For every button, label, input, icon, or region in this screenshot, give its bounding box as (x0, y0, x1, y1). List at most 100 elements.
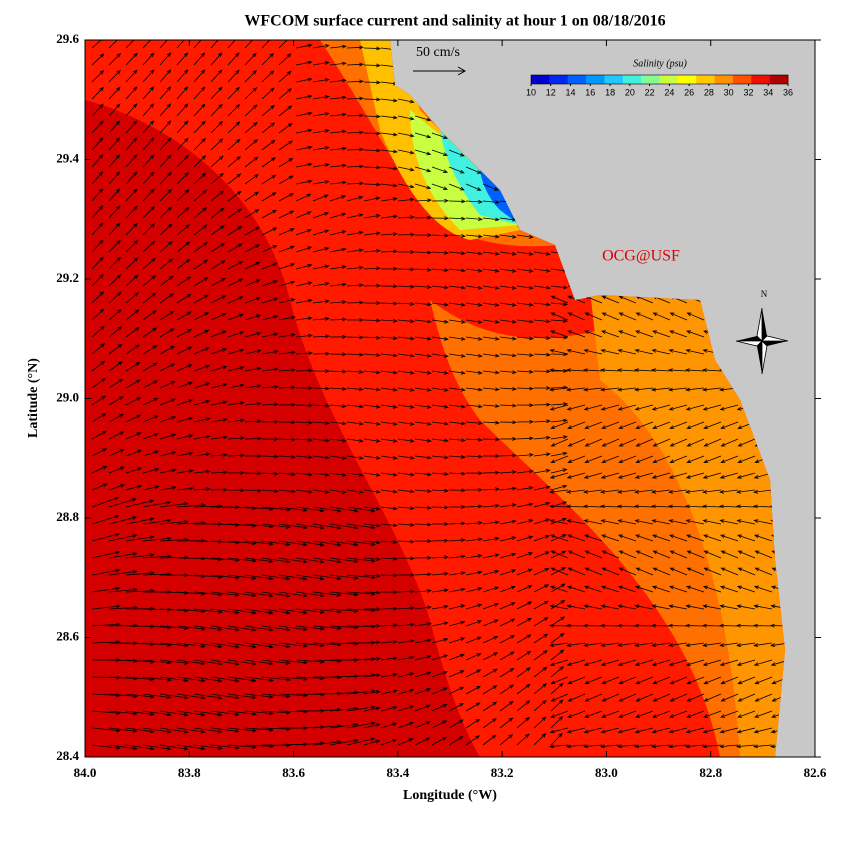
current-arrow (431, 250, 449, 255)
current-arrow (465, 487, 484, 492)
current-arrow (753, 519, 773, 525)
current-arrow (380, 455, 398, 460)
current-arrow (737, 693, 756, 702)
current-arrow (465, 587, 483, 593)
current-arrow (448, 521, 467, 526)
current-arrow (685, 489, 705, 494)
current-arrow (193, 277, 209, 287)
y-axis-label: Latitude (°N) (26, 358, 41, 438)
current-arrow (312, 78, 330, 83)
current-arrow (448, 504, 467, 509)
current-arrow (635, 567, 654, 576)
current-arrow (278, 228, 295, 236)
current-arrow (312, 403, 330, 408)
current-arrow (244, 121, 258, 134)
current-arrow (363, 97, 382, 102)
current-arrow (567, 312, 586, 321)
current-arrow (312, 625, 342, 631)
current-arrow (397, 556, 416, 561)
current-arrow (329, 591, 359, 597)
current-arrow (380, 266, 399, 271)
current-arrow (312, 282, 330, 287)
current-arrow (227, 470, 246, 475)
current-arrow (125, 257, 139, 270)
current-arrow (465, 653, 482, 661)
current-arrow (176, 727, 206, 734)
current-arrow (550, 699, 564, 712)
current-arrow (737, 710, 756, 718)
current-arrow (91, 205, 104, 219)
current-arrow (431, 421, 449, 426)
current-arrow (278, 263, 296, 270)
current-arrow (227, 506, 257, 511)
current-arrow (176, 276, 192, 287)
current-arrow (565, 504, 586, 509)
current-arrow (414, 737, 431, 746)
current-arrow (634, 404, 654, 411)
current-arrow (397, 688, 415, 695)
current-arrow (176, 172, 190, 185)
current-arrow (482, 520, 500, 525)
current-arrow (414, 555, 433, 560)
current-arrow (703, 455, 722, 463)
current-arrow (652, 455, 671, 463)
current-arrow (193, 434, 211, 440)
current-arrow (686, 676, 705, 685)
current-arrow (261, 591, 291, 598)
x-axis-label: Longitude (°W) (403, 788, 497, 803)
current-arrow (482, 251, 500, 256)
current-arrow (516, 436, 535, 441)
current-arrow (227, 331, 245, 338)
current-arrow (669, 438, 688, 447)
current-arrow (363, 387, 381, 392)
colorbar-swatch (586, 75, 605, 84)
x-tick-label: 83.0 (595, 765, 618, 780)
current-arrow (108, 449, 125, 457)
current-arrow (583, 387, 603, 392)
current-arrow (482, 302, 500, 307)
current-arrow (125, 154, 138, 168)
current-arrow (703, 438, 722, 447)
current-arrow (516, 585, 533, 593)
current-arrow (465, 702, 481, 712)
current-arrow (533, 336, 551, 340)
current-arrow (295, 420, 314, 425)
current-arrow (431, 703, 448, 712)
current-arrow (142, 727, 172, 734)
current-arrow (431, 505, 450, 510)
current-arrow (346, 62, 365, 67)
current-arrow (566, 604, 586, 610)
current-arrow (210, 295, 227, 304)
current-arrow (736, 642, 756, 647)
current-arrow (91, 622, 121, 627)
current-arrow (380, 132, 398, 137)
current-arrow (159, 451, 177, 457)
current-arrow (108, 466, 125, 474)
current-arrow (295, 263, 313, 270)
current-arrow (193, 347, 210, 355)
current-arrow (582, 504, 603, 509)
current-arrow (295, 368, 314, 373)
current-arrow (329, 472, 347, 477)
current-arrow (159, 275, 174, 287)
current-arrow (159, 416, 177, 423)
current-arrow (516, 601, 533, 610)
current-arrow (600, 585, 620, 593)
current-arrow (125, 291, 139, 304)
current-arrow (363, 182, 382, 187)
colorbar-tick-label: 30 (724, 87, 734, 97)
current-arrow (125, 535, 155, 542)
current-arrow (686, 330, 705, 338)
current-arrow (414, 115, 432, 122)
current-arrow (142, 240, 156, 253)
title: WFCOM surface current and salinity at ho… (244, 13, 665, 30)
current-arrow (652, 567, 671, 576)
current-arrow (736, 604, 756, 610)
current-arrow (193, 294, 209, 304)
current-arrow (465, 454, 484, 459)
current-arrow (633, 504, 654, 509)
current-arrow (516, 634, 532, 644)
current-arrow (550, 682, 564, 695)
current-arrow (125, 309, 140, 321)
current-arrow (448, 404, 466, 409)
